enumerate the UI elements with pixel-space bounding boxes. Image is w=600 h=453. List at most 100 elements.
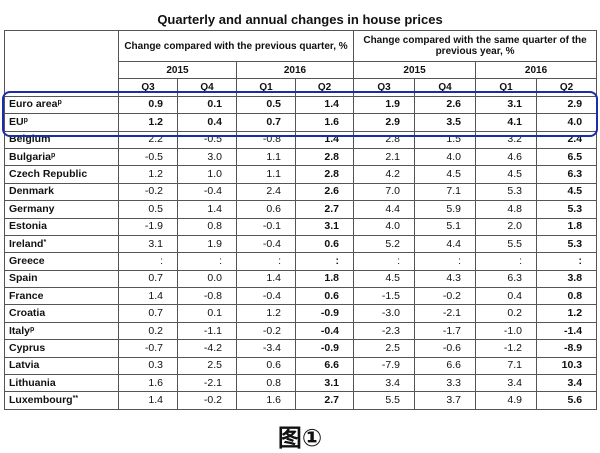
country-name: Denmark bbox=[4, 182, 119, 202]
footnote-marker: * bbox=[43, 238, 47, 246]
value-cell: 5.3 bbox=[475, 182, 538, 202]
value-cell: : bbox=[353, 252, 416, 271]
value-cell: 4.5 bbox=[353, 269, 416, 289]
value-cell: 1.4 bbox=[177, 200, 237, 219]
value-cell: -0.7 bbox=[118, 339, 178, 358]
value-cell: 1.6 bbox=[118, 374, 178, 393]
value-cell: 3.7 bbox=[414, 391, 477, 410]
country-name: Croatia bbox=[4, 304, 119, 323]
value-cell: 5.1 bbox=[414, 217, 477, 236]
value-cell: : bbox=[118, 252, 178, 271]
table-title: Quarterly and annual changes in house pr… bbox=[157, 12, 443, 27]
value-cell: 5.5 bbox=[353, 391, 416, 410]
value-cell: 1.4 bbox=[118, 391, 178, 410]
value-cell: 0.8 bbox=[536, 287, 598, 306]
value-cell: -0.9 bbox=[294, 339, 355, 358]
value-cell: 0.3 bbox=[118, 356, 178, 376]
table-row: Cyprus -0.7 -4.2 -3.4 -0.9 2.5 -0.6 -1.2 -8.9 bbox=[4, 339, 598, 358]
value-cell: 0.6 bbox=[236, 200, 296, 219]
country-name: Cyprus bbox=[4, 339, 119, 358]
table-row: Greece:::::::: bbox=[4, 252, 598, 271]
value-cell: 0.4 bbox=[177, 113, 237, 132]
country-name: Lithuania bbox=[4, 374, 119, 393]
table-row: Bulgariap -0.5 3.0 1.1 2.8 2.1 4.0 4.6 6.5 bbox=[4, 147, 598, 167]
header-year: 2015 bbox=[353, 60, 477, 80]
value-cell: 3.1 bbox=[294, 217, 355, 236]
table-row: Spain 0.7 0.0 1.4 1.8 4.5 4.3 6.3 3.8 bbox=[4, 269, 598, 289]
value-cell: -0.2 bbox=[177, 391, 237, 410]
value-cell: 10.3 bbox=[536, 356, 598, 376]
value-cell: 4.8 bbox=[475, 200, 538, 219]
value-cell: 4.9 bbox=[475, 391, 538, 410]
value-cell: 3.4 bbox=[353, 374, 416, 393]
table-row: Denmark -0.2 -0.4 2.4 2.6 7.0 7.1 5.3 4.5 bbox=[4, 182, 598, 202]
value-cell: 3.0 bbox=[177, 147, 237, 167]
value-cell: 5.6 bbox=[536, 391, 598, 410]
value-cell: 0.6 bbox=[294, 234, 355, 254]
value-cell: 2.7 bbox=[294, 200, 355, 219]
table-row: EUp 1.2 0.4 0.7 1.6 2.9 3.5 4.1 4.0 bbox=[4, 113, 598, 132]
value-cell: 2.6 bbox=[294, 182, 355, 202]
value-cell: 1.2 bbox=[118, 165, 178, 184]
country-name: Germany bbox=[4, 200, 119, 219]
value-cell: -4.2 bbox=[177, 339, 237, 358]
value-cell: 4.6 bbox=[475, 147, 538, 167]
value-cell: 3.1 bbox=[294, 374, 355, 393]
value-cell: 3.3 bbox=[414, 374, 477, 393]
value-cell: 6.3 bbox=[536, 165, 598, 184]
value-cell: 2.8 bbox=[294, 147, 355, 167]
value-cell: -0.5 bbox=[118, 147, 178, 167]
table-row: Latvia 0.3 2.5 0.6 6.6 -7.9 6.6 7.1 10.3 bbox=[4, 356, 598, 376]
value-cell: 3.4 bbox=[536, 374, 598, 393]
value-cell: -0.2 bbox=[414, 287, 477, 306]
value-cell: 1.2 bbox=[536, 304, 598, 323]
value-cell: 4.5 bbox=[536, 182, 598, 202]
value-cell: : bbox=[236, 252, 296, 271]
value-cell: : bbox=[475, 252, 538, 271]
table-row: Germany 0.5 1.4 0.6 2.7 4.4 5.9 4.8 5.3 bbox=[4, 200, 598, 219]
value-cell: 1.4 bbox=[118, 287, 178, 306]
value-cell: -1.9 bbox=[118, 217, 178, 236]
value-cell: 3.8 bbox=[536, 269, 598, 289]
header-group-previous-quarter: Change compared with the previous quarte… bbox=[117, 30, 355, 62]
value-cell: 4.0 bbox=[353, 217, 416, 236]
value-cell: 4.5 bbox=[414, 165, 477, 184]
value-cell: -3.4 bbox=[236, 339, 296, 358]
value-cell: : bbox=[177, 252, 237, 271]
value-cell: : bbox=[294, 252, 355, 271]
value-cell: 0.2 bbox=[475, 304, 538, 323]
country-name: Czech Republic bbox=[4, 165, 119, 184]
country-name: Bulgariap bbox=[4, 147, 119, 167]
table-row: France 1.4 -0.8 -0.4 0.6 -1.5 -0.2 0.4 0.8 bbox=[4, 287, 598, 306]
header-group-previous-year: Change compared with the same quarter of… bbox=[353, 30, 598, 62]
value-cell: 0.7 bbox=[118, 269, 178, 289]
header-year: 2015 bbox=[118, 60, 237, 80]
value-cell: : bbox=[536, 252, 598, 271]
value-cell: -0.6 bbox=[414, 339, 477, 358]
value-cell: : bbox=[414, 252, 477, 271]
value-cell: 3.4 bbox=[475, 374, 538, 393]
value-cell: 7.0 bbox=[353, 182, 416, 202]
highlight-ellipse bbox=[2, 91, 598, 137]
value-cell: 0.8 bbox=[236, 374, 296, 393]
value-cell: -1.7 bbox=[414, 321, 477, 341]
value-cell: 4.2 bbox=[353, 165, 416, 184]
value-cell: 1.0 bbox=[177, 165, 237, 184]
value-cell: -2.3 bbox=[353, 321, 416, 341]
country-name: Luxembourg** bbox=[4, 391, 119, 410]
value-cell: 5.3 bbox=[536, 200, 598, 219]
value-cell: 0.6 bbox=[294, 287, 355, 306]
value-cell: 7.1 bbox=[475, 356, 538, 376]
value-cell: 0.6 bbox=[236, 356, 296, 376]
value-cell: 2.5 bbox=[353, 339, 416, 358]
value-cell: 0.4 bbox=[475, 287, 538, 306]
value-cell: 6.6 bbox=[414, 356, 477, 376]
value-cell: -2.1 bbox=[177, 374, 237, 393]
value-cell: 2.4 bbox=[236, 182, 296, 202]
value-cell: 5.5 bbox=[475, 234, 538, 254]
value-cell: 4.4 bbox=[414, 234, 477, 254]
value-cell: 0.0 bbox=[177, 269, 237, 289]
value-cell: 0.7 bbox=[118, 304, 178, 323]
value-cell: -0.4 bbox=[294, 321, 355, 341]
value-cell: -7.9 bbox=[353, 356, 416, 376]
